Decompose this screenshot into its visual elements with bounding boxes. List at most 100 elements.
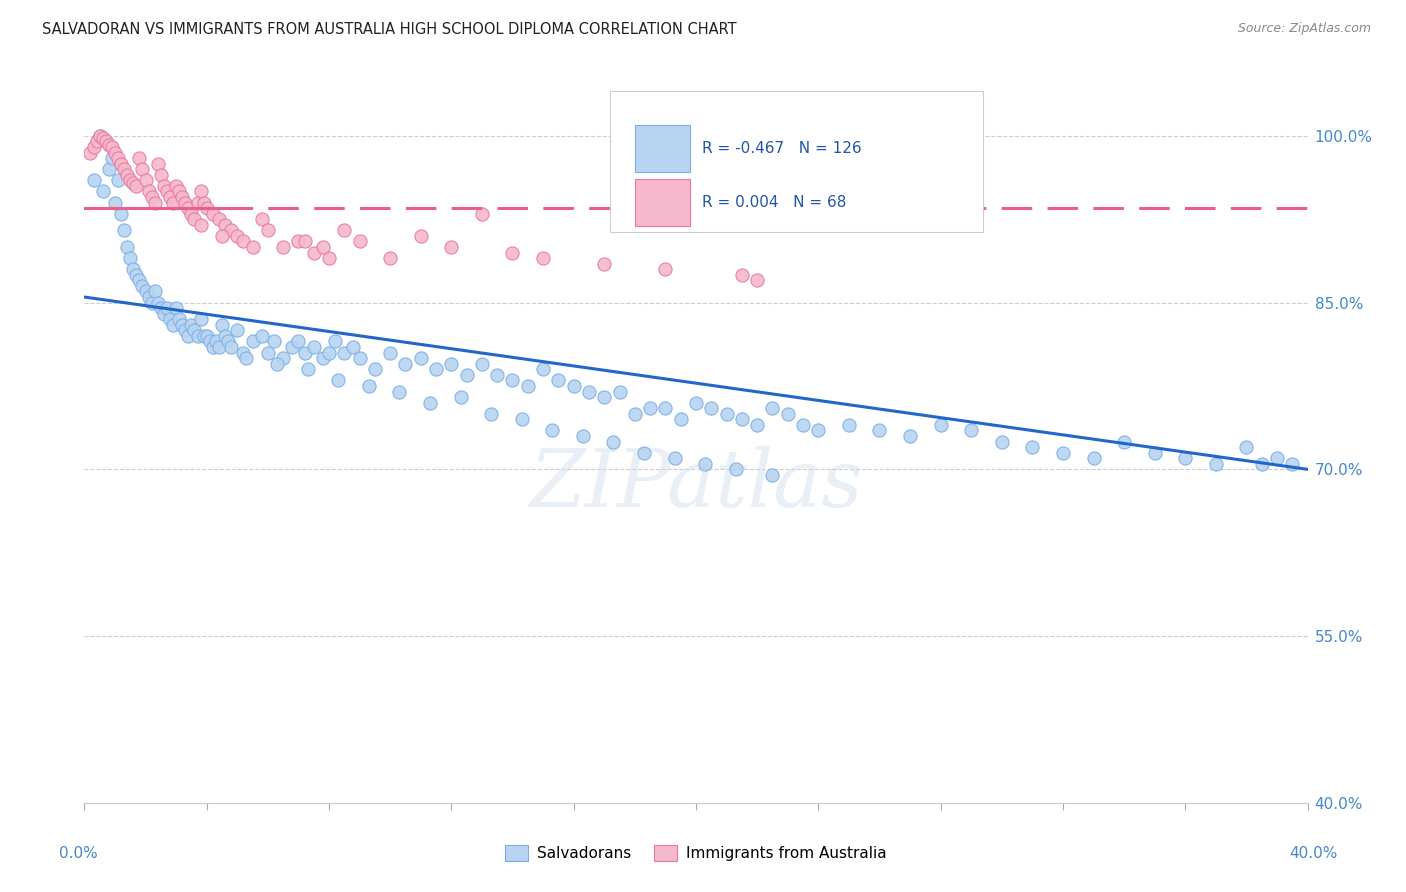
Point: [960, 424, 983, 438]
Point: [211, 318, 233, 332]
Point: [135, 285, 157, 299]
Point: [502, 373, 524, 387]
Point: [226, 228, 249, 243]
Point: [716, 407, 738, 421]
Point: [190, 185, 212, 199]
Point: [531, 362, 554, 376]
Point: [101, 151, 124, 165]
Point: [1250, 457, 1272, 471]
Point: [131, 162, 153, 177]
Point: [602, 434, 624, 449]
FancyBboxPatch shape: [636, 178, 690, 226]
Point: [357, 379, 380, 393]
Point: [153, 307, 176, 321]
Point: [654, 262, 676, 277]
Point: [510, 412, 533, 426]
Text: R = 0.004   N = 68: R = 0.004 N = 68: [702, 194, 846, 210]
Point: [183, 212, 205, 227]
Point: [120, 251, 142, 265]
Point: [232, 345, 254, 359]
Point: [731, 268, 754, 282]
Text: Source: ZipAtlas.com: Source: ZipAtlas.com: [1237, 22, 1371, 36]
Point: [180, 207, 202, 221]
Point: [180, 318, 202, 332]
Point: [141, 190, 163, 204]
Point: [122, 262, 145, 277]
Point: [122, 176, 145, 190]
Point: [761, 401, 783, 416]
Point: [149, 301, 172, 315]
Point: [747, 417, 769, 432]
Point: [898, 429, 921, 443]
Point: [502, 245, 524, 260]
Point: [669, 412, 692, 426]
Point: [174, 195, 197, 210]
Point: [208, 212, 231, 227]
Text: ZIPatlas: ZIPatlas: [529, 446, 863, 524]
Point: [695, 457, 717, 471]
Point: [593, 390, 616, 404]
Point: [141, 295, 163, 310]
Point: [226, 323, 249, 337]
Point: [1052, 445, 1074, 459]
Point: [271, 351, 294, 366]
Point: [380, 345, 402, 359]
Point: [281, 340, 304, 354]
Point: [302, 340, 325, 354]
Point: [83, 140, 105, 154]
Point: [562, 379, 585, 393]
Point: [1174, 451, 1197, 466]
Point: [214, 218, 236, 232]
Point: [479, 407, 502, 421]
Text: 40.0%: 40.0%: [1289, 847, 1339, 861]
Point: [177, 201, 200, 215]
Point: [115, 240, 138, 254]
Point: [792, 417, 814, 432]
Point: [456, 368, 478, 382]
Point: [471, 207, 494, 221]
Point: [624, 407, 647, 421]
Point: [174, 323, 197, 337]
Point: [97, 162, 120, 177]
Point: [104, 145, 127, 160]
Point: [91, 185, 114, 199]
Point: [208, 340, 231, 354]
Point: [138, 185, 160, 199]
Point: [125, 268, 148, 282]
Point: [83, 173, 105, 187]
Point: [131, 279, 153, 293]
Point: [1236, 440, 1258, 454]
Point: [89, 128, 111, 143]
Point: [172, 190, 194, 204]
Point: [159, 312, 181, 326]
Point: [257, 345, 280, 359]
Point: [349, 235, 371, 249]
Point: [128, 151, 150, 165]
Point: [242, 240, 264, 254]
Point: [195, 201, 218, 215]
Point: [128, 273, 150, 287]
Point: [486, 368, 509, 382]
Point: [266, 357, 288, 371]
Point: [419, 395, 441, 409]
Point: [104, 195, 127, 210]
Point: [201, 207, 224, 221]
Point: [731, 412, 754, 426]
Point: [250, 329, 273, 343]
Point: [471, 357, 494, 371]
Point: [700, 401, 723, 416]
Point: [312, 240, 335, 254]
Point: [101, 140, 124, 154]
Point: [107, 173, 129, 187]
Point: [388, 384, 411, 399]
Point: [547, 373, 569, 387]
Point: [776, 407, 799, 421]
Point: [328, 373, 350, 387]
Legend: Salvadorans, Immigrants from Australia: Salvadorans, Immigrants from Australia: [499, 839, 893, 867]
Text: 0.0%: 0.0%: [59, 847, 97, 861]
Point: [297, 362, 319, 376]
Point: [112, 223, 135, 237]
Point: [578, 384, 600, 399]
Point: [294, 345, 316, 359]
Point: [609, 384, 631, 399]
